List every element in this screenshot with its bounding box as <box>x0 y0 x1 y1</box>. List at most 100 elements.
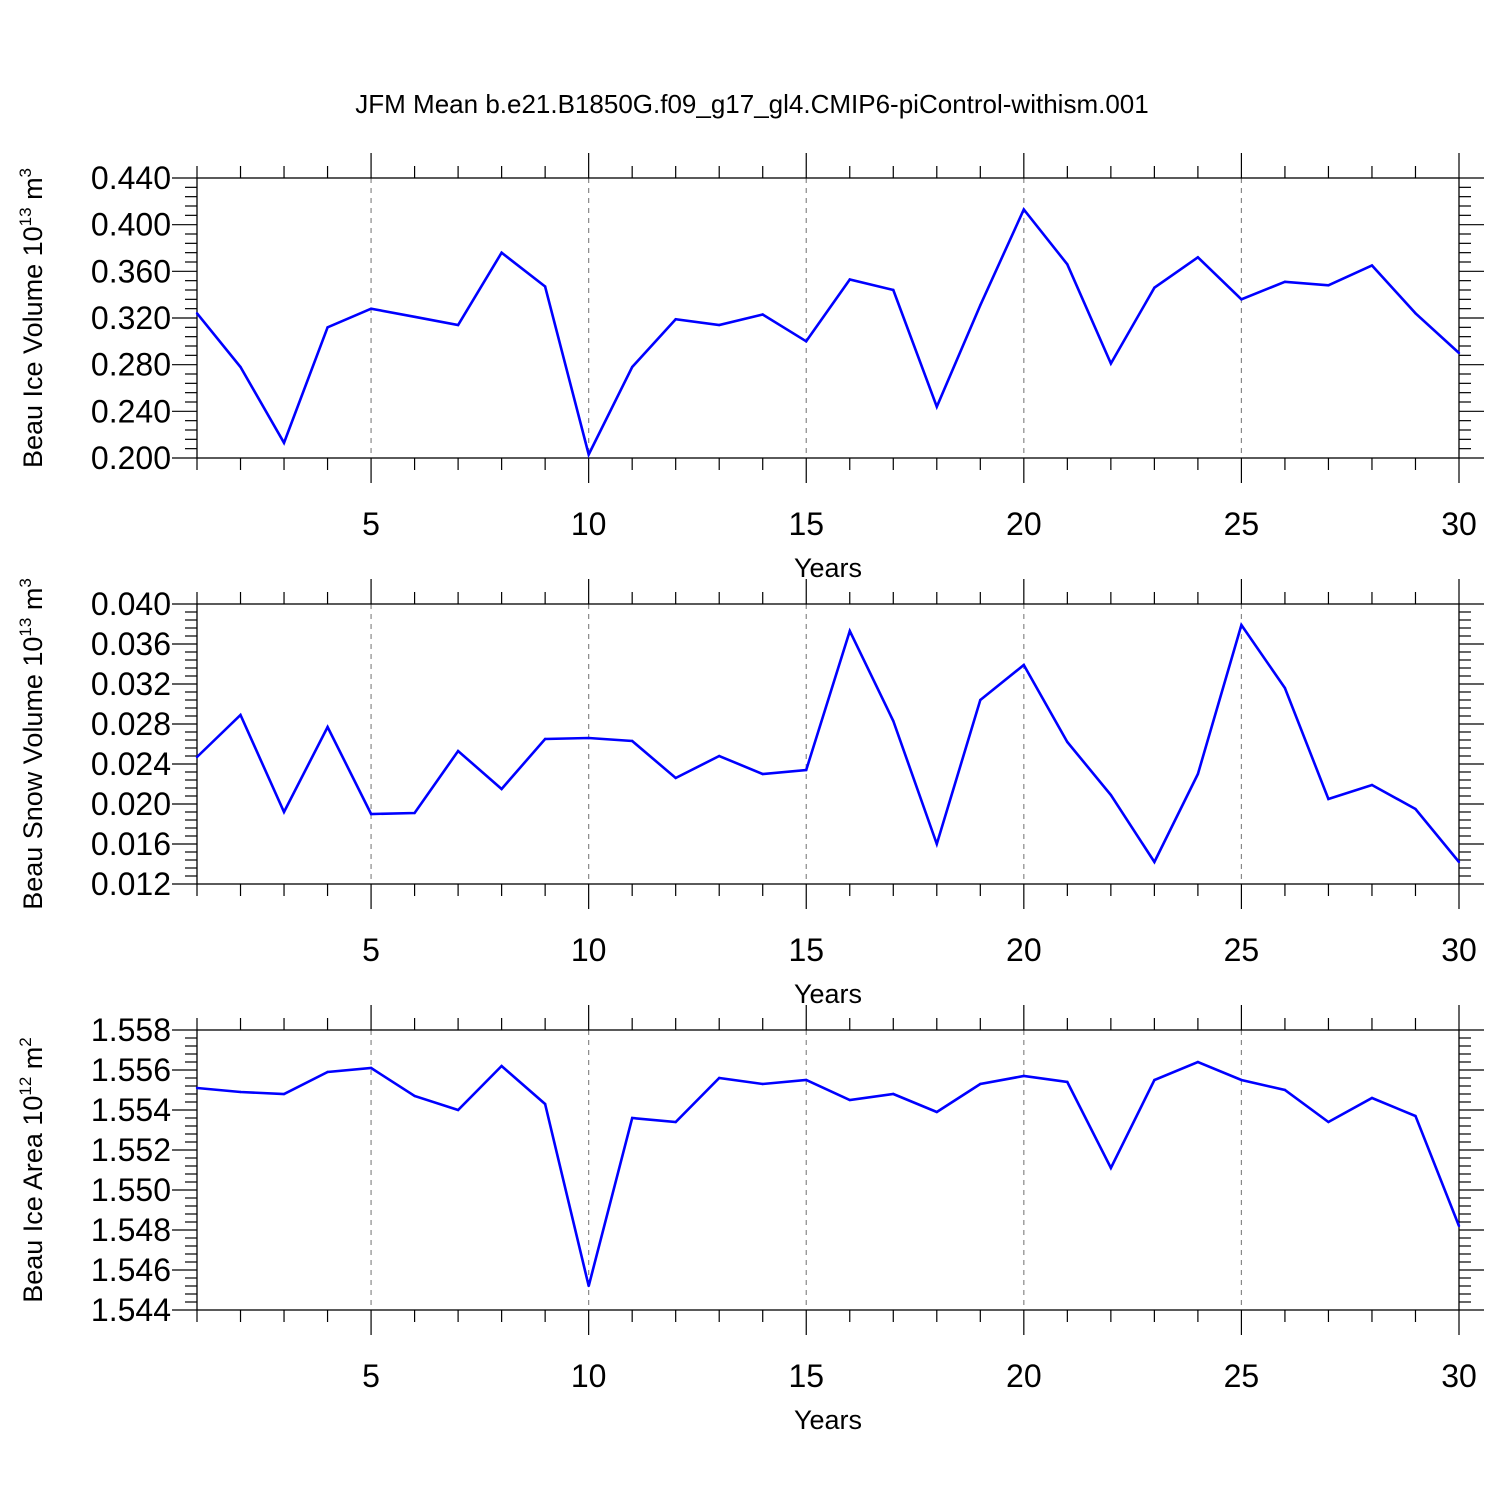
data-point <box>413 315 416 319</box>
data-point <box>456 749 460 753</box>
figure-title: JFM Mean b.e21.B1850G.f09_g17_gl4.CMIP6-… <box>355 89 1148 119</box>
chart-panel-1: 5 10 15 20 25 30 0.200 0.240 0.280 0.320 0.360 0.40… <box>16 153 1484 583</box>
data-point <box>630 365 634 369</box>
data-point <box>1283 686 1287 690</box>
y-axis-label: Beau Ice Volume 1013 m3 <box>16 168 48 468</box>
data-point <box>718 754 721 758</box>
y-tick-label: 0.036 <box>91 626 171 662</box>
data-point <box>239 365 242 369</box>
y-tick-label: 0.020 <box>91 786 171 822</box>
x-tick-label: 20 <box>1006 932 1042 968</box>
y-axis-label-part: m <box>18 1047 48 1077</box>
data-point <box>1414 807 1417 811</box>
data-point <box>761 313 764 316</box>
x-tick-label: 5 <box>362 1358 380 1394</box>
data-point <box>848 629 851 633</box>
y-tick-label: 1.554 <box>91 1092 171 1128</box>
data-point <box>543 1102 547 1106</box>
y-tick-label: 0.280 <box>91 347 171 383</box>
chart-panel-2: 5 10 15 20 25 30 0.012 0.016 0.020 0.024 0.028 0.03… <box>16 578 1484 1009</box>
data-point <box>195 312 199 315</box>
x-tick-label: 15 <box>788 1358 824 1394</box>
plot-frame <box>196 603 1460 885</box>
y-tick-label: 0.032 <box>91 666 171 702</box>
x-tick-label: 15 <box>788 506 824 542</box>
y-axis-label-part: Beau Snow Volume 10 <box>18 637 48 910</box>
data-point <box>587 736 590 740</box>
data-point <box>1109 362 1113 365</box>
y-axis-label-part: 13 <box>16 207 35 226</box>
data-point <box>456 1108 460 1112</box>
data-point <box>1457 351 1461 355</box>
y-tick-label: 1.550 <box>91 1172 171 1208</box>
y-tick-label: 0.028 <box>91 706 171 742</box>
x-tick-label: 5 <box>362 932 380 968</box>
data-point <box>282 441 286 445</box>
data-point <box>1240 1078 1243 1082</box>
data-point <box>1196 1060 1200 1064</box>
x-tick-label: 25 <box>1224 506 1260 542</box>
data-point <box>718 323 721 327</box>
data-point <box>630 739 634 743</box>
y-axis-label-part: 3 <box>16 578 35 587</box>
plot-frame <box>196 1029 1460 1311</box>
y-tick-label: 0.240 <box>91 393 171 429</box>
data-point <box>674 776 677 780</box>
y-tick-label: 1.546 <box>91 1252 171 1288</box>
data-point <box>1283 280 1287 284</box>
data-point <box>195 755 199 759</box>
x-tick-label: 10 <box>571 932 607 968</box>
data-point <box>674 317 677 321</box>
data-point <box>1327 284 1330 287</box>
x-tick-label: 30 <box>1441 1358 1477 1394</box>
y-tick-label: 0.400 <box>91 207 171 243</box>
x-axis-label: Years <box>794 979 862 1009</box>
data-point <box>892 719 895 723</box>
data-point <box>1066 1080 1069 1084</box>
x-tick-label: 10 <box>571 1358 607 1394</box>
y-axis-label-part: 13 <box>16 618 35 637</box>
data-point <box>892 288 895 292</box>
y-tick-label: 1.548 <box>91 1212 171 1248</box>
x-tick-label: 20 <box>1006 1358 1042 1394</box>
data-point <box>587 453 590 456</box>
data-point <box>500 1064 503 1068</box>
y-axis-label: Beau Ice Area 1012 m2 <box>16 1037 48 1303</box>
x-tick-label: 10 <box>571 506 607 542</box>
data-point <box>1109 1166 1113 1170</box>
data-point <box>1153 286 1156 289</box>
y-tick-label: 1.544 <box>91 1292 171 1328</box>
plot-frame <box>196 177 1460 459</box>
x-tick-label: 15 <box>788 932 824 968</box>
x-tick-label: 5 <box>362 506 380 542</box>
data-point <box>239 713 242 717</box>
x-tick-label: 25 <box>1224 932 1260 968</box>
data-point <box>413 1094 416 1098</box>
data-point <box>935 405 938 408</box>
y-axis-label-part: Beau Ice Area 10 <box>18 1096 48 1303</box>
y-tick-label: 1.552 <box>91 1132 171 1168</box>
data-point <box>1240 623 1243 627</box>
data-point <box>935 842 938 846</box>
data-point <box>805 1078 808 1082</box>
data-point <box>1196 772 1200 776</box>
data-point <box>892 1092 895 1096</box>
y-tick-label: 1.556 <box>91 1052 171 1088</box>
data-point <box>543 737 547 741</box>
series-line <box>196 622 1461 865</box>
data-point <box>630 1116 634 1120</box>
data-point <box>1022 1074 1026 1078</box>
x-tick-label: 20 <box>1006 506 1042 542</box>
panels: 5 10 15 20 25 300.2000.2400.2800.3200.3600.40… <box>16 153 1484 1435</box>
y-tick-label: 0.440 <box>91 160 171 196</box>
data-point <box>369 307 373 310</box>
y-axis-label-part: m <box>18 588 48 618</box>
x-tick-label: 30 <box>1441 932 1477 968</box>
y-axis-label-part: 2 <box>16 1037 35 1046</box>
data-point <box>282 810 286 814</box>
data-point <box>1457 1224 1461 1228</box>
data-point <box>326 1070 329 1074</box>
y-tick-label: 0.012 <box>91 866 171 902</box>
data-point <box>979 1082 982 1086</box>
